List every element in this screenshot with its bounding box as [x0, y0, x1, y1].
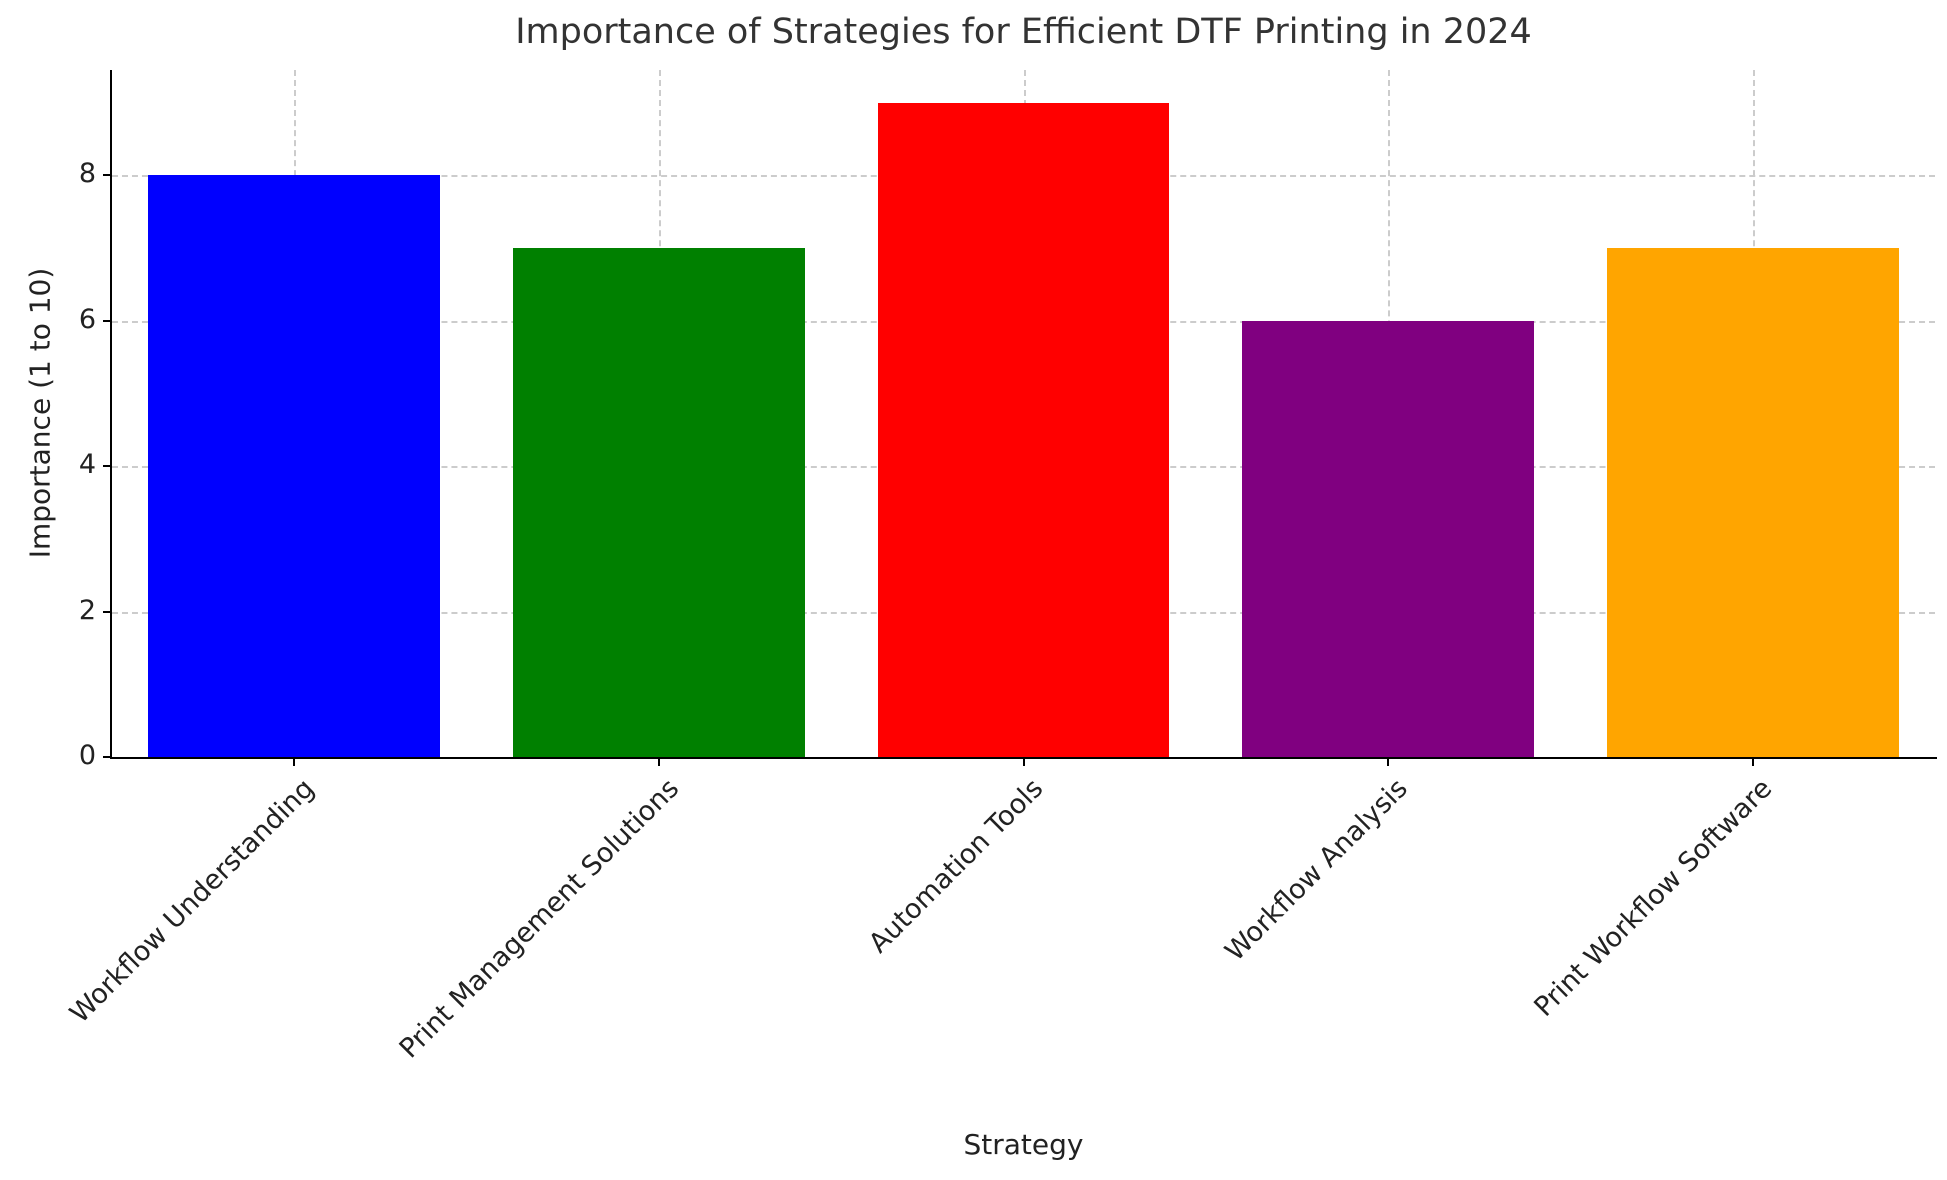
x-tick-label: Automation Tools: [863, 773, 1050, 960]
y-tick-label: 6: [78, 303, 96, 335]
bar: [513, 248, 805, 757]
bar: [877, 102, 1170, 757]
y-tick-mark: [103, 319, 112, 322]
y-tick-mark: [103, 465, 112, 468]
x-tick-mark: [293, 757, 296, 766]
y-tick-label: 0: [78, 740, 96, 771]
y-tick-mark: [103, 174, 112, 177]
y-tick-label: 2: [78, 594, 96, 626]
x-tick-mark: [1022, 757, 1025, 766]
x-tick-label: Workflow Analysis: [1219, 773, 1415, 968]
chart-title: Importance of Strategies for Efficient D…: [515, 12, 1532, 52]
x-tick-mark: [657, 757, 660, 766]
y-tick-label: 4: [78, 449, 96, 481]
bar: [1606, 248, 1899, 757]
x-tick-label: Print Workflow Software: [1528, 773, 1779, 1023]
bar: [148, 175, 441, 757]
bar: [1242, 320, 1534, 757]
y-axis-spine: [110, 70, 112, 759]
x-tick-mark: [1751, 757, 1754, 766]
x-tick-mark: [1387, 757, 1390, 766]
plot-area: [112, 70, 1935, 757]
y-tick-mark: [103, 756, 112, 758]
y-tick-mark: [103, 610, 112, 613]
y-tick-label: 8: [78, 158, 96, 190]
x-tick-label: Print Management Solutions: [393, 773, 685, 1065]
x-axis-label: Strategy: [963, 1128, 1084, 1161]
x-tick-label: Workflow Understanding: [63, 773, 321, 1030]
